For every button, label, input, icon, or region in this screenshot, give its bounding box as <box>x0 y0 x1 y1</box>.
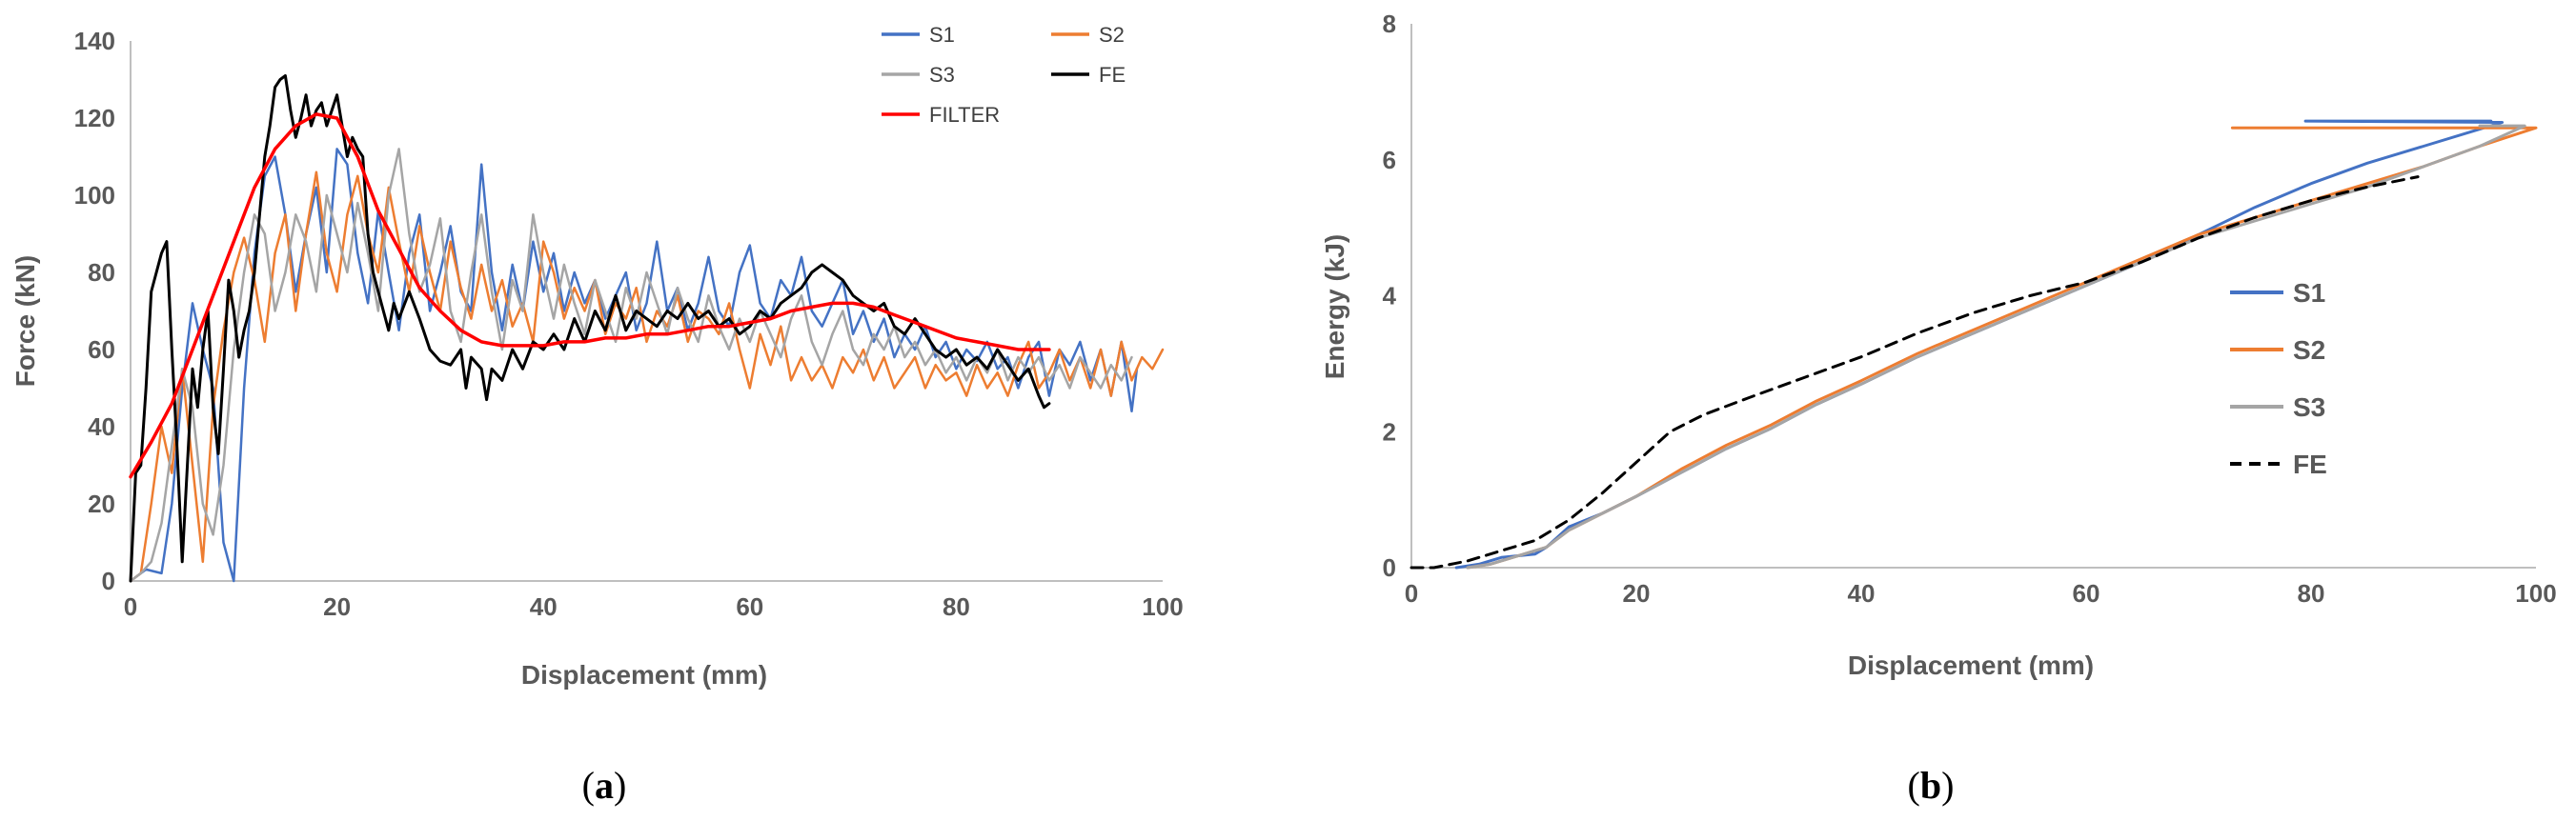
panel-a-y-tick-0: 0 <box>102 567 115 595</box>
panel-b-x-tick-0: 0 <box>1405 579 1418 608</box>
panel-a-x-tick-40: 40 <box>530 592 558 621</box>
panel-a-series-s1-line <box>129 148 1139 583</box>
panel-a-x-tick-labels: 0 20 40 60 80 100 <box>124 592 1184 621</box>
panel-a-x-tick-100: 100 <box>1142 592 1183 621</box>
panel-a-y-tick-60: 60 <box>88 335 115 364</box>
panel-a-series-s2-line <box>129 170 1165 583</box>
panel-b-y-tick-0: 0 <box>1383 553 1396 582</box>
panel-a-x-tick-20: 20 <box>323 592 351 621</box>
panel-a-y-tick-80: 80 <box>88 258 115 287</box>
panel-a-x-tick-0: 0 <box>124 592 137 621</box>
panel-a-series-filter-line <box>129 112 1051 479</box>
panel-b-series-fe-line <box>1410 175 2420 570</box>
panel-b-y-tick-6: 6 <box>1383 146 1396 174</box>
panel-b-y-tick-8: 8 <box>1383 10 1396 38</box>
panel-b-series-s1-line <box>1454 119 2505 570</box>
panel-b-axes <box>1410 24 2536 569</box>
panel-b-x-axis-title: Displacement (mm) <box>1848 651 2094 680</box>
panel-b-series <box>1410 119 2538 570</box>
panel-a-x-tick-80: 80 <box>943 592 970 621</box>
panel-a-legend-label-s3: S3 <box>929 63 955 87</box>
panel-a-y-tick-labels: 0 20 40 60 80 100 120 140 <box>74 27 115 595</box>
panel-a-series-s3-line <box>129 148 1133 583</box>
panel-b-legend-label-s1: S1 <box>2293 278 2325 308</box>
panel-a-y-tick-140: 140 <box>74 27 115 55</box>
panel-a-series <box>129 74 1165 583</box>
panel-b-x-tick-100: 100 <box>2515 579 2556 608</box>
panel-a-force-chart: 0 20 40 60 80 100 0 20 40 60 80 100 120 140 Displace… <box>10 23 1184 690</box>
panel-a-x-tick-60: 60 <box>736 592 763 621</box>
panel-a-y-tick-40: 40 <box>88 412 115 441</box>
panel-b-legend: S1 S2 S3 FE <box>2230 278 2327 479</box>
panel-b-series-s3-line <box>1466 124 2526 570</box>
panel-b-x-tick-60: 60 <box>2073 579 2100 608</box>
panel-b-y-tick-4: 4 <box>1383 282 1397 310</box>
caption-b-letter: b <box>1920 764 1941 807</box>
panel-b-y-tick-labels: 0 2 4 6 8 <box>1383 10 1397 582</box>
caption-a-letter: a <box>595 764 614 807</box>
panel-a-y-tick-20: 20 <box>88 490 115 518</box>
panel-b-x-tick-labels: 0 20 40 60 80 100 <box>1405 579 2557 608</box>
caption-a: (a) <box>582 764 627 807</box>
panel-b-y-axis-title: Energy (kJ) <box>1320 234 1349 380</box>
panel-a-x-axis-title: Displacement (mm) <box>521 660 767 690</box>
panel-b-x-tick-80: 80 <box>2298 579 2325 608</box>
panel-a-legend: S1 S2 S3 FE FILTER <box>882 23 1126 127</box>
panel-b-x-tick-20: 20 <box>1623 579 1651 608</box>
panel-b-energy-chart: 0 20 40 60 80 100 0 2 4 6 8 Displacement (mm) Ene… <box>1320 10 2557 680</box>
panel-a-legend-label-s1: S1 <box>929 23 955 47</box>
panel-b-x-tick-40: 40 <box>1848 579 1876 608</box>
panel-b-legend-label-fe: FE <box>2293 450 2327 479</box>
panel-a-legend-label-filter: FILTER <box>929 103 1000 127</box>
panel-b-legend-label-s2: S2 <box>2293 335 2325 365</box>
panel-b-legend-label-s3: S3 <box>2293 392 2325 422</box>
panel-a-y-axis-title: Force (kN) <box>10 255 40 387</box>
caption-b: (b) <box>1908 764 1955 807</box>
panel-a-legend-label-s2: S2 <box>1099 23 1125 47</box>
panel-a-axes <box>130 41 1163 582</box>
panel-a-y-tick-100: 100 <box>74 181 115 210</box>
panel-b-y-tick-2: 2 <box>1383 417 1396 446</box>
panel-a-series-fe-line <box>129 74 1051 583</box>
panel-a-y-tick-120: 120 <box>74 104 115 132</box>
panel-a-legend-label-fe: FE <box>1099 63 1126 87</box>
